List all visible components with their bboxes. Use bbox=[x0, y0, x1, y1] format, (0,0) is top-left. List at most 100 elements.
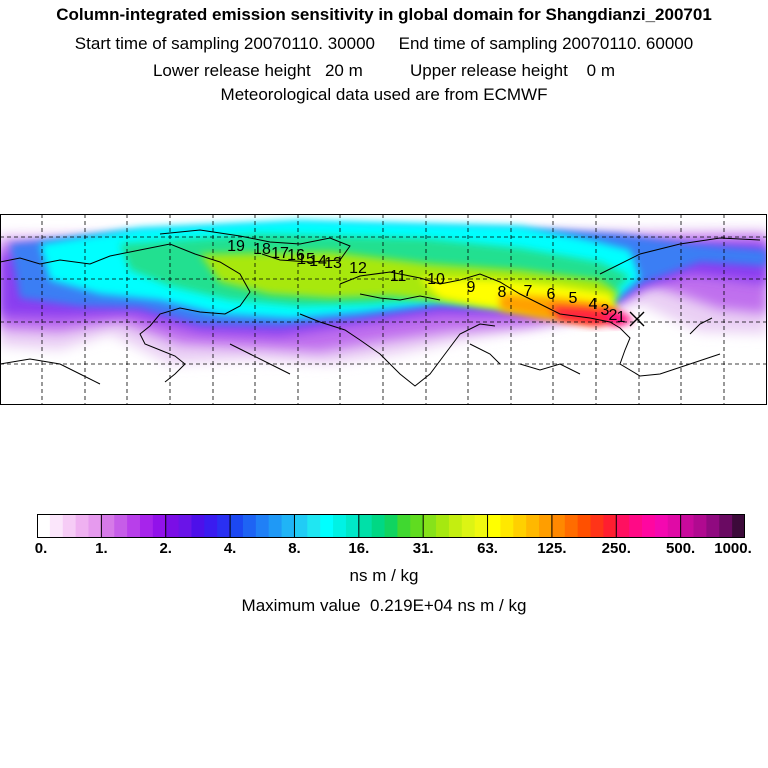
colorbar-swatch bbox=[693, 514, 707, 538]
trajectory-label-14: 14 bbox=[309, 253, 327, 270]
trajectory-label-9: 9 bbox=[467, 279, 476, 296]
colorbar-swatch bbox=[384, 514, 399, 538]
colorbar-swatch bbox=[603, 514, 617, 538]
colorbar-swatch bbox=[371, 514, 386, 538]
colorbar-swatch bbox=[732, 514, 745, 538]
trajectory-label-13: 13 bbox=[324, 255, 342, 272]
colorbar-swatch bbox=[204, 514, 218, 538]
colorbar-swatch bbox=[49, 514, 64, 538]
colorbar-swatch bbox=[410, 514, 424, 538]
trajectory-label-12: 12 bbox=[349, 260, 367, 277]
colorbar-swatch bbox=[294, 514, 308, 538]
colorbar-swatch bbox=[500, 514, 514, 538]
colorbar-swatch bbox=[513, 514, 527, 538]
colorbar-swatch bbox=[345, 514, 360, 538]
release-height-line: Lower release height 20 m Upper release … bbox=[152, 61, 616, 80]
colorbar-swatch bbox=[281, 514, 296, 538]
colorbar-swatch bbox=[642, 514, 656, 538]
trajectory-label-10: 10 bbox=[427, 271, 445, 288]
colorbar-tick-label: 2. bbox=[159, 540, 172, 557]
colorbar-swatch bbox=[62, 514, 77, 538]
colorbar-swatch bbox=[191, 514, 205, 538]
colorbar-swatch bbox=[268, 514, 283, 538]
colorbar-swatch bbox=[539, 514, 553, 538]
trajectory-label-5: 5 bbox=[569, 290, 578, 307]
colorbar-swatch bbox=[397, 514, 411, 538]
colorbar-swatch bbox=[577, 514, 592, 538]
trajectory-label-11: 11 bbox=[390, 268, 407, 285]
colorbar-swatch bbox=[139, 514, 154, 538]
trajectory-label-4: 4 bbox=[589, 296, 598, 313]
colorbar-swatch bbox=[719, 514, 733, 538]
colorbar-swatch bbox=[706, 514, 720, 538]
colorbar-swatch bbox=[178, 514, 193, 538]
colorbar-swatch bbox=[616, 514, 630, 538]
colorbar-tick-label: 8. bbox=[288, 540, 301, 557]
colorbar-tick-label: 250. bbox=[601, 540, 631, 557]
colorbar-swatch bbox=[487, 514, 502, 538]
plot-title: Column-integrated emission sensitivity i… bbox=[56, 5, 712, 24]
colorbar-swatch bbox=[114, 514, 128, 538]
colorbar-swatch bbox=[551, 514, 566, 538]
colorbar-swatch bbox=[654, 514, 669, 538]
colorbar-swatch bbox=[526, 514, 540, 538]
colorbar-tick-label: 0. bbox=[34, 540, 48, 557]
colorbar-swatch bbox=[590, 514, 604, 538]
colorbar-swatch bbox=[358, 514, 373, 538]
colorbar-swatch bbox=[320, 514, 334, 538]
colorbar-tick-label: 1000. bbox=[714, 540, 752, 557]
colorbar-swatch bbox=[564, 514, 579, 538]
colorbar-swatch bbox=[88, 514, 102, 538]
colorbar-unit: ns m / kg bbox=[349, 566, 419, 585]
colorbar-swatch bbox=[680, 514, 695, 538]
trajectory-label-8: 8 bbox=[498, 284, 507, 301]
colorbar-swatch bbox=[165, 514, 180, 538]
trajectory-label-2: 2 bbox=[609, 307, 618, 324]
colorbar-swatch bbox=[667, 514, 682, 538]
colorbar-swatch bbox=[474, 514, 489, 538]
colorbar-swatch bbox=[75, 514, 90, 538]
colorbar-swatch bbox=[423, 514, 437, 538]
maximum-value-label: Maximum value 0.219E+04 ns m / kg bbox=[241, 596, 527, 615]
colorbar-swatch bbox=[333, 514, 347, 538]
colorbar-swatches bbox=[37, 514, 745, 538]
colorbar-swatch bbox=[37, 514, 51, 538]
colorbar-tick-label: 500. bbox=[666, 540, 696, 557]
colorbar-swatch bbox=[127, 514, 141, 538]
colorbar bbox=[37, 514, 745, 538]
trajectory-label-1: 1 bbox=[617, 309, 626, 326]
colorbar-swatch bbox=[307, 514, 321, 538]
met-data-line: Meteorological data used are from ECMWF bbox=[220, 85, 548, 104]
colorbar-swatch bbox=[629, 514, 643, 538]
sensitivity-field bbox=[0, 220, 767, 364]
colorbar-swatch bbox=[461, 514, 476, 538]
colorbar-swatch bbox=[436, 514, 450, 538]
colorbar-swatch bbox=[152, 514, 167, 538]
trajectory-label-19: 19 bbox=[227, 238, 245, 255]
colorbar-swatch bbox=[242, 514, 257, 538]
colorbar-tick-label: 125. bbox=[537, 540, 567, 557]
colorbar-swatch bbox=[217, 514, 231, 538]
sampling-time-line: Start time of sampling 20070110. 30000 E… bbox=[74, 34, 694, 53]
station-marker bbox=[629, 311, 645, 327]
colorbar-tick-label: 1. bbox=[95, 540, 108, 557]
colorbar-swatch bbox=[101, 514, 115, 538]
trajectory-label-18: 18 bbox=[253, 241, 271, 258]
graticule bbox=[0, 214, 767, 405]
coastlines bbox=[0, 229, 761, 387]
colorbar-tick-label: 4. bbox=[223, 540, 237, 557]
trajectory-label-17: 17 bbox=[271, 245, 289, 262]
trajectory-label-3: 3 bbox=[601, 302, 610, 319]
colorbar-tick-label: 31. bbox=[412, 540, 434, 557]
colorbar-swatch bbox=[230, 514, 244, 538]
trajectory-label-15: 15 bbox=[297, 251, 315, 268]
trajectory-label-6: 6 bbox=[547, 286, 556, 303]
trajectory-label-16: 16 bbox=[287, 247, 305, 264]
trajectory-label-7: 7 bbox=[524, 283, 533, 300]
colorbar-swatch bbox=[448, 514, 463, 538]
colorbar-tick-label: 16. bbox=[348, 540, 370, 557]
colorbar-tick-label: 63. bbox=[477, 540, 498, 557]
colorbar-major-ticks bbox=[100, 514, 682, 538]
